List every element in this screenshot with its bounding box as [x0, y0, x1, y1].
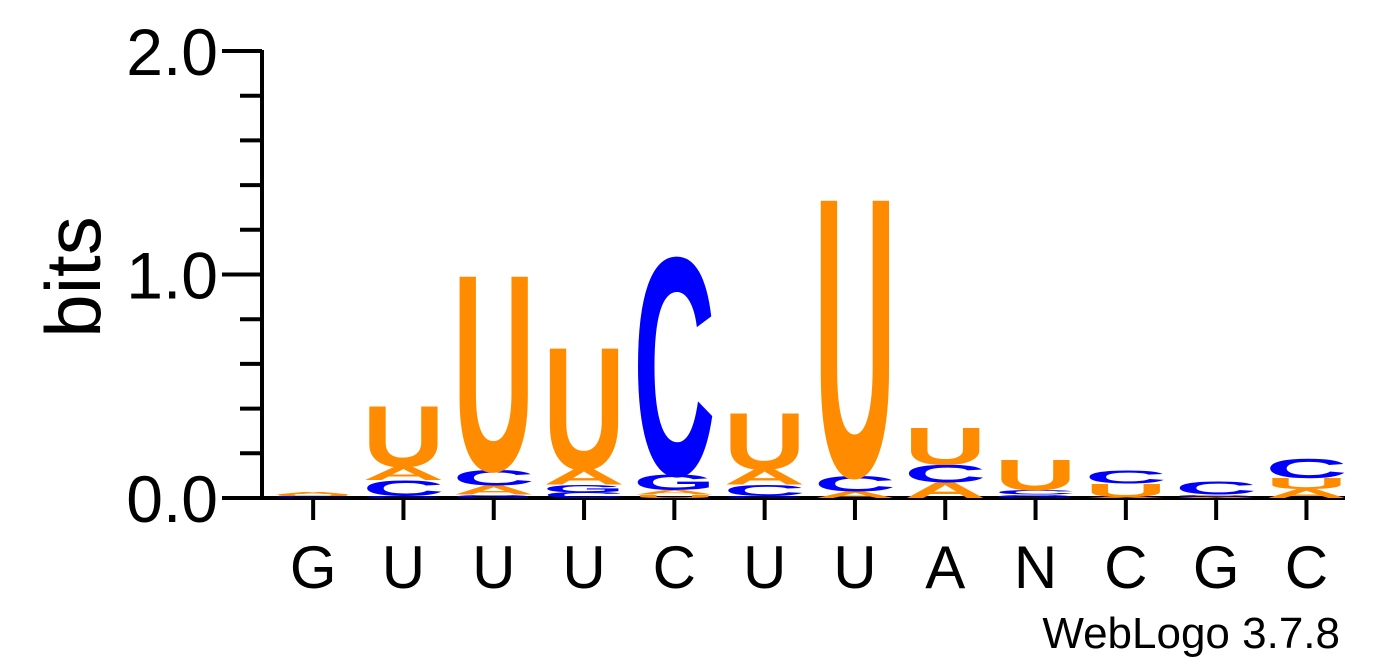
x-tick-label: C — [1104, 534, 1147, 601]
logo-letter-C: C — [1085, 467, 1167, 488]
logo-letter-A: A — [453, 484, 535, 498]
logo-letter-U: U — [362, 388, 444, 485]
x-tick-label: U — [562, 534, 605, 601]
logo-letter-C: C — [272, 495, 354, 497]
logo-letter-A: A — [814, 490, 896, 500]
logo-letter-A: A — [1085, 497, 1167, 499]
logo-letter-U: U — [724, 396, 806, 486]
logo-letter-U: U — [814, 115, 896, 561]
logo-letter-C: C — [1175, 478, 1257, 499]
logo-letter-G: G — [272, 497, 354, 498]
x-tick-label: N — [1014, 534, 1057, 601]
logo-letter-A: A — [1175, 497, 1257, 499]
x-tick-label: C — [653, 534, 696, 601]
logo-letter-C: C — [543, 491, 625, 500]
logo-letter-G: G — [633, 471, 715, 495]
x-tick-label: U — [382, 534, 425, 601]
weblogo-credit: WebLogo 3.7.8 — [1042, 609, 1340, 658]
logo-letter-U: U — [904, 417, 986, 476]
x-tick-label: U — [743, 534, 786, 601]
x-tick-label: G — [290, 534, 337, 601]
x-tick-label: C — [1285, 534, 1328, 601]
logo-letter-U: U — [272, 494, 354, 496]
logo-letter-G: G — [1175, 494, 1257, 497]
logo-letter-G: G — [995, 494, 1077, 499]
logo-letter-U: U — [1085, 480, 1167, 501]
logo-letter-U: U — [995, 451, 1077, 500]
logo-letter-G: G — [543, 482, 625, 494]
logo-letter-C: C — [724, 482, 806, 499]
logo-letter-U: U — [633, 494, 715, 499]
y-tick-label: 0.0 — [126, 462, 218, 536]
x-tick-label: U — [472, 534, 515, 601]
logo-letter-U: U — [453, 217, 535, 530]
logo-letter-A: A — [543, 465, 625, 489]
logo-letter-A: A — [362, 463, 444, 484]
logo-letter-A: A — [272, 492, 354, 495]
logo-letter-A: A — [633, 489, 715, 496]
logo-letter-C: C — [362, 476, 444, 500]
x-tick-label: G — [1193, 534, 1240, 601]
y-tick-label: 2.0 — [126, 15, 218, 89]
axes: 0.01.02.0G U U U C U U A N C G C — [126, 15, 1345, 601]
logo-letter-A: A — [1265, 487, 1347, 501]
logo-letter-G: G — [453, 494, 535, 499]
logo-letter-C: C — [995, 489, 1077, 496]
logo-letter-U: U — [1265, 475, 1347, 492]
logo-letter-G: G — [362, 495, 444, 498]
logo-letter-C: C — [453, 466, 535, 490]
logo-letter-U: U — [543, 312, 625, 507]
logo-letter-C: C — [904, 460, 986, 488]
x-tick-label: A — [925, 534, 965, 601]
logo-letter-A: A — [724, 465, 806, 489]
y-axis-label: bits — [29, 216, 117, 337]
logo-letter-A: A — [904, 478, 986, 502]
logo-letter-C: C — [1265, 452, 1347, 484]
logo-letter-G: G — [724, 495, 806, 498]
x-tick-label: U — [833, 534, 876, 601]
logo-letter-C: C — [814, 472, 896, 496]
y-tick-label: 1.0 — [126, 239, 218, 313]
logo-letter-C: C — [633, 191, 715, 541]
